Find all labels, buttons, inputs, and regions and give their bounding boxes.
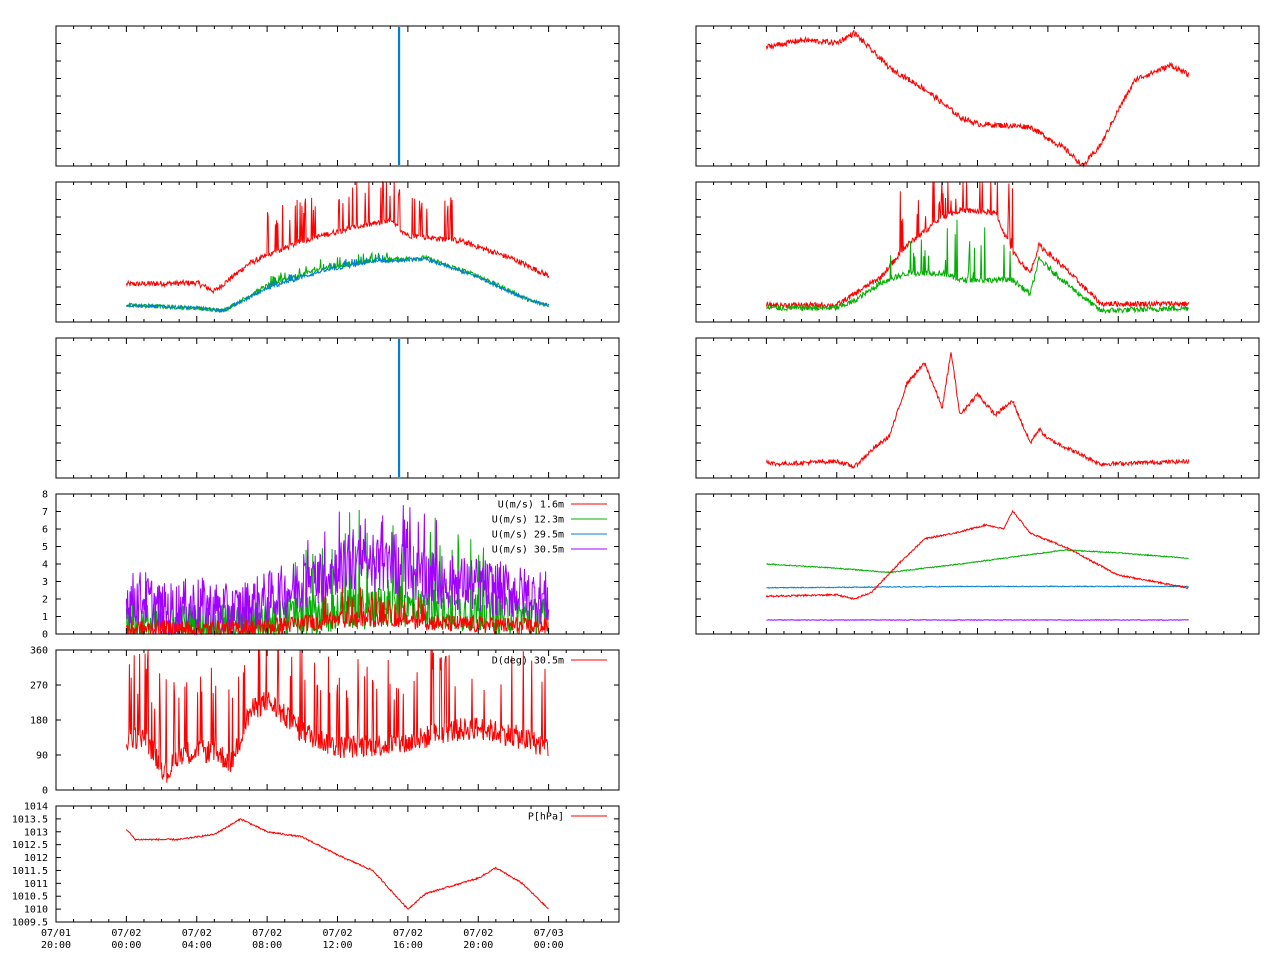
series-L2-2 [125, 254, 550, 313]
series-R4-1 [766, 585, 1189, 589]
x-tick-label-date: 07/02 [252, 928, 282, 939]
panel-L3 [55, 337, 620, 479]
y-tick-label: 1013.5 [12, 814, 48, 825]
panel-R3 [695, 337, 1260, 479]
series-R4-2 [766, 619, 1189, 621]
legend-label: U(m/s) 12.3m [492, 515, 564, 526]
panel-frame [55, 25, 620, 167]
legend-label: D(deg) 30.5m [492, 656, 564, 667]
panel-R1 [695, 25, 1260, 168]
y-tick-label: 0 [42, 786, 48, 797]
y-tick-label: 90 [36, 751, 48, 762]
panel-frame [695, 181, 1260, 323]
y-tick-label: 8 [42, 490, 48, 501]
series-R3-0 [765, 352, 1190, 470]
x-tick-label-date: 07/02 [393, 928, 423, 939]
series-R2-0 [765, 181, 1190, 310]
x-tick-label-time: 20:00 [463, 940, 493, 951]
x-tick-label-time: 16:00 [393, 940, 423, 951]
y-tick-label: 6 [42, 525, 48, 536]
x-tick-label-date: 07/02 [322, 928, 352, 939]
x-tick-label-date: 07/02 [111, 928, 141, 939]
y-tick-label: 1012 [24, 853, 48, 864]
y-tick-label: 5 [42, 542, 48, 553]
legend-label: U(m/s) 30.5m [492, 545, 564, 556]
y-tick-label: 180 [30, 716, 48, 727]
y-tick-label: 3 [42, 577, 48, 588]
series-R4-3 [765, 509, 1189, 601]
panel-frame [55, 337, 620, 479]
panel-L6: 1009.5 1010 1010.5 1011 1011.5 1012 1012.5 1013… [12, 802, 620, 951]
panel-frame [695, 493, 1260, 635]
x-tick-label-time: 20:00 [41, 940, 71, 951]
series-L6-0 [125, 818, 549, 910]
panel-frame [55, 805, 620, 923]
y-tick-label: 0 [42, 630, 48, 641]
x-tick-label-time: 04:00 [182, 940, 212, 951]
y-tick-label: 270 [30, 681, 48, 692]
y-tick-label: 1 [42, 612, 48, 623]
x-tick-label-time: 08:00 [252, 940, 282, 951]
y-tick-label: 1012.5 [12, 840, 48, 851]
legend-label: P[hPa] [528, 812, 564, 823]
x-tick-label-date: 07/02 [182, 928, 212, 939]
y-tick-label: 1009.5 [12, 918, 48, 929]
y-tick-label: 1010 [24, 905, 48, 916]
series-R1-0 [765, 29, 1190, 168]
y-tick-label: 360 [30, 646, 48, 657]
legend-label: U(m/s) 29.5m [492, 530, 564, 541]
series-R4-0 [766, 548, 1189, 574]
panel-L4: 0 1 2 3 4 5 6 7 8 U(m/s) 1.6m U(m/s) 12.3m U(m/s) 2… [42, 490, 620, 641]
y-tick-label: 2 [42, 595, 48, 606]
panel-R2 [695, 181, 1260, 323]
y-tick-label: 7 [42, 507, 48, 518]
y-tick-label: 1011 [24, 879, 48, 890]
x-tick-label-date: 07/01 [41, 928, 71, 939]
x-tick-label-time: 12:00 [322, 940, 352, 951]
panel-frame [695, 25, 1260, 167]
series-L4-1 [125, 505, 550, 635]
y-tick-label: 1013 [24, 827, 48, 838]
panel-frame [695, 337, 1260, 479]
x-tick-label-date: 07/03 [534, 928, 564, 939]
panel-R4 [695, 493, 1260, 635]
y-tick-label: 1011.5 [12, 866, 48, 877]
x-tick-label-date: 07/02 [463, 928, 493, 939]
y-tick-label: 1010.5 [12, 892, 48, 903]
y-tick-label: 1014 [24, 802, 48, 813]
legend-label: U(m/s) 1.6m [498, 500, 564, 511]
series-L2-0 [125, 180, 550, 295]
panel-L1 [55, 25, 620, 167]
series-R2-1 [765, 219, 1189, 315]
x-tick-label-time: 00:00 [111, 940, 141, 951]
series-L5-0 [125, 649, 549, 783]
x-tick-label-time: 00:00 [534, 940, 564, 951]
panel-L2 [55, 180, 620, 323]
panel-L5: 0 90 180 270 360 D(deg) 30.5m [30, 646, 620, 797]
y-tick-label: 4 [42, 560, 48, 571]
